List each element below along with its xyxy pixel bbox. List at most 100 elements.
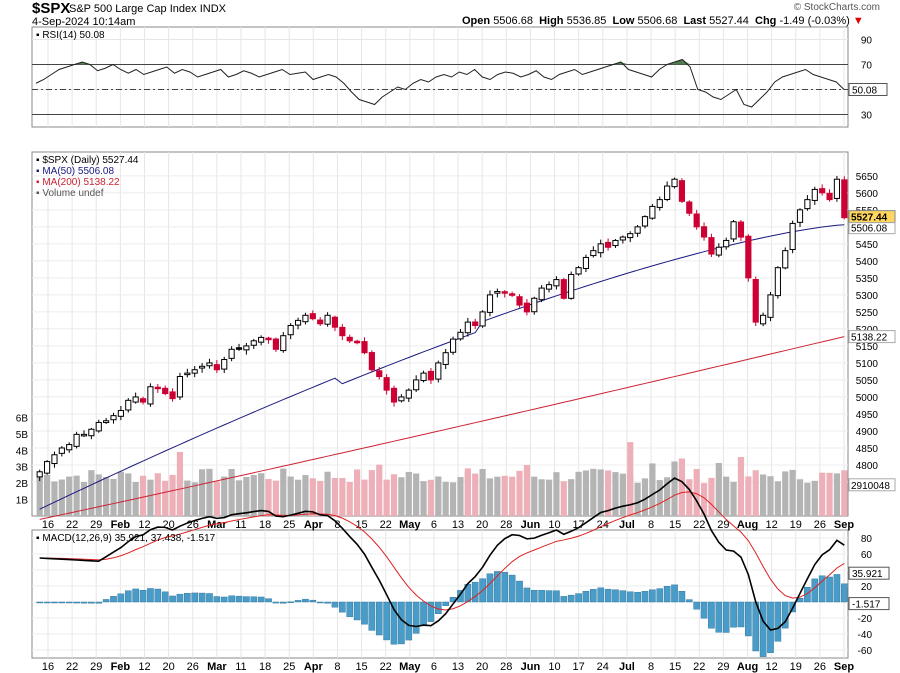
candle-body <box>841 179 848 219</box>
price-panel <box>31 151 849 517</box>
volume-bar <box>346 481 353 516</box>
macd-histogram-bar <box>390 601 398 645</box>
macd-histogram-bar <box>353 601 361 621</box>
macd-histogram-bar <box>597 587 605 603</box>
candle-body <box>804 199 811 210</box>
volume-bar <box>228 469 235 516</box>
candle-body <box>649 205 656 219</box>
candle-body <box>774 267 781 297</box>
volume-bar <box>641 478 649 516</box>
candle-body <box>582 256 590 269</box>
volume-bar <box>833 473 841 516</box>
candle-body <box>302 314 309 323</box>
price-axis-tick: 4900 <box>856 427 879 438</box>
candle-body <box>147 386 154 405</box>
volume-bar <box>383 479 390 516</box>
last-label: Last <box>683 15 707 27</box>
volume-bar <box>686 479 693 516</box>
macd-histogram-bar <box>730 601 737 628</box>
candle-body <box>169 391 176 400</box>
candle-body <box>132 396 139 403</box>
volume-bar <box>287 476 294 516</box>
volume-bar <box>516 470 523 516</box>
macd-x-tick: 15 <box>669 661 681 673</box>
price-x-tick: Aug <box>737 519 758 531</box>
candle-body <box>686 201 693 214</box>
volume-bar <box>612 472 619 516</box>
macd-histogram-bar <box>663 586 671 603</box>
macd-histogram-bar <box>302 598 309 603</box>
rsi-axis-tick: 70 <box>861 61 873 72</box>
macd-histogram-bar <box>538 590 545 603</box>
volume-bar <box>789 469 796 516</box>
volume-bar <box>619 473 626 516</box>
price-x-tick: Jul <box>619 519 635 531</box>
volume-bar <box>36 475 43 516</box>
price-axis-tick: 5450 <box>856 240 879 251</box>
candle-body <box>58 447 65 454</box>
volume-bar <box>272 480 280 516</box>
macd-histogram-bar <box>567 594 575 603</box>
macd-histogram-bar <box>257 596 265 603</box>
candle-body <box>472 321 479 326</box>
macd-histogram-bar <box>826 576 833 603</box>
volume-bar <box>664 477 671 516</box>
ma50-label-box <box>848 222 896 235</box>
price-x-tick: 22 <box>693 519 705 531</box>
macd-histogram-bar <box>316 601 324 604</box>
candle-body <box>745 235 752 279</box>
index-name: S&P 500 Large Cap Index INDX <box>69 3 226 15</box>
rsi-last-label: 50.08 <box>852 86 877 97</box>
macd-histogram-bar <box>73 601 80 604</box>
macd-histogram-bar <box>722 601 730 633</box>
candle-body <box>66 444 73 451</box>
rsi-axis-tick: 30 <box>861 111 873 122</box>
macd-histogram-bar <box>272 601 280 604</box>
price-axis-tick: 5600 <box>856 189 879 200</box>
volume-bar <box>774 481 781 516</box>
price-x-tick: 12 <box>138 519 150 531</box>
macd-hist-label: -1.517 <box>852 600 881 611</box>
macd-axis-tick: -40 <box>858 630 873 641</box>
volume-axis-tick: 2B <box>16 479 29 490</box>
price-axis-tick: 5250 <box>856 308 879 319</box>
macd-histogram-bar <box>346 601 354 617</box>
rsi-axis-tick: 90 <box>861 36 873 47</box>
candle-body <box>545 284 553 290</box>
volume-axis-tick: 6B <box>16 413 29 424</box>
volume-bar <box>560 481 567 516</box>
candle-body <box>523 302 530 313</box>
rsi-last-box <box>848 83 888 96</box>
volume-bar <box>796 479 804 516</box>
rsi-overbought-fill <box>674 59 683 65</box>
macd-histogram-bar <box>427 601 435 622</box>
candle-body <box>317 319 324 325</box>
volume-bar <box>634 482 641 516</box>
price-legend-2: ▪ MA(200) 5138.22 <box>36 177 120 188</box>
macd-histogram-bar <box>582 591 590 603</box>
volume-bar <box>678 458 686 516</box>
volume-bar <box>486 478 494 516</box>
volume-bar <box>324 471 331 516</box>
macd-histogram-bar <box>43 601 51 604</box>
candle-body <box>494 290 501 294</box>
macd-x-tick: 24 <box>597 661 609 673</box>
macd-histogram-bar <box>405 601 413 641</box>
macd-x-tick: 11 <box>235 661 246 673</box>
macd-histogram-bar <box>294 600 302 603</box>
macd-x-tick: 12 <box>138 661 150 673</box>
price-x-tick: 29 <box>90 519 102 531</box>
volume-bar <box>184 480 191 516</box>
volume-bar <box>398 477 405 516</box>
macd-histogram-bar <box>361 601 368 625</box>
candle-body <box>782 250 789 269</box>
volume-bar <box>420 481 427 516</box>
macd-histogram-bar <box>811 578 819 603</box>
volume-bar <box>597 469 604 516</box>
volume-bar <box>51 481 58 516</box>
volume-bar <box>169 474 176 516</box>
macd-histogram-bar <box>324 601 331 604</box>
candle-body <box>125 399 132 411</box>
candle-body <box>43 461 51 474</box>
candle-body <box>376 370 383 378</box>
